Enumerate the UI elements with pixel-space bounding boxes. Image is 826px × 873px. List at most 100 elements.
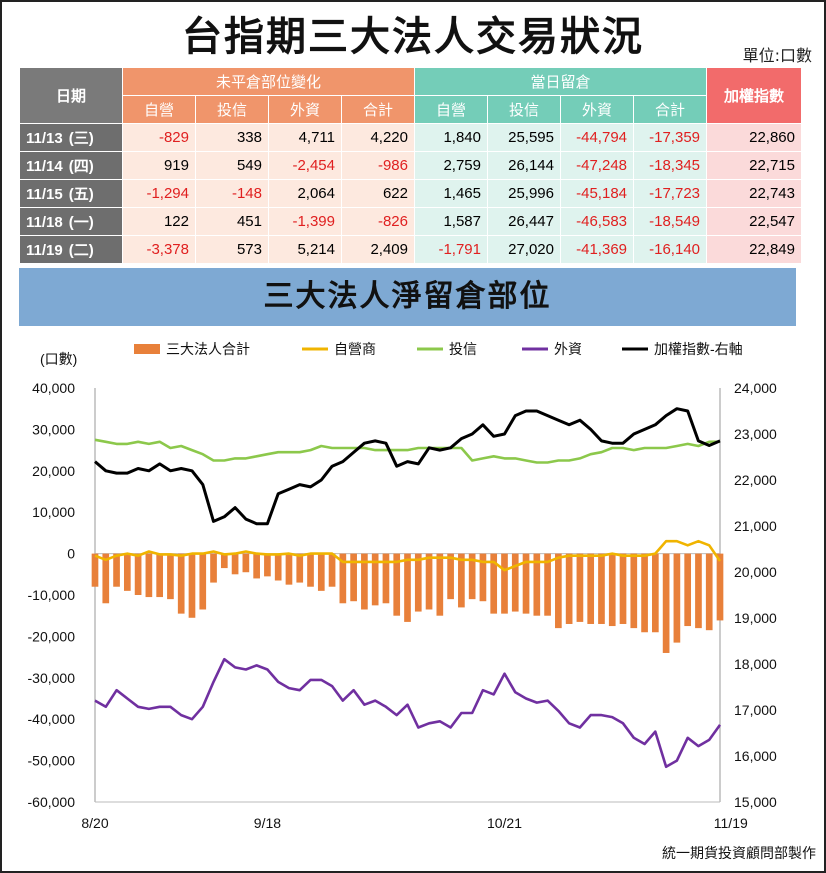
value-cell: 27,020 <box>487 235 561 264</box>
bar-total <box>565 553 573 624</box>
table-row: 11/19 (二) -3,378 573 5,214 2,409 -1,791 27,020-… <box>19 235 802 264</box>
y-tick-label: 30,000 <box>32 421 75 437</box>
value-cell: -45,184 <box>560 179 634 208</box>
value-cell: -16,140 <box>633 235 707 264</box>
y2-tick-label: 24,000 <box>734 380 777 396</box>
bar-total <box>317 553 325 591</box>
date-cell: 11/18 (一) <box>19 207 123 236</box>
value-cell: -18,549 <box>633 207 707 236</box>
y-tick-label: 10,000 <box>32 504 75 520</box>
y2-tick-label: 22,000 <box>734 472 777 488</box>
sub-header: 合計 <box>633 95 707 124</box>
x-tick-label: 8/20 <box>81 815 108 831</box>
y-tick-label: -20,000 <box>28 628 76 644</box>
bar-total <box>716 553 724 621</box>
bar-total <box>522 553 530 614</box>
value-cell: 1,840 <box>414 123 488 152</box>
value-cell: 622 <box>341 179 415 208</box>
value-cell: 25,996 <box>487 179 561 208</box>
bar-total <box>210 553 217 583</box>
value-cell: 1,587 <box>414 207 488 236</box>
date-value: 11/14 <box>26 158 63 175</box>
y-tick-label: 40,000 <box>32 380 75 396</box>
index-cell: 22,715 <box>706 151 802 180</box>
index-cell: 22,849 <box>706 235 802 264</box>
bar-total <box>447 553 454 600</box>
bar-total <box>695 553 702 629</box>
y-tick-label: -10,000 <box>28 587 76 603</box>
value-cell: -829 <box>122 123 196 152</box>
bar-total <box>167 553 174 600</box>
value-cell: 4,711 <box>268 123 342 152</box>
date-cell: 11/13 (三) <box>19 123 123 152</box>
bar-total <box>436 553 444 616</box>
bar-total <box>576 553 584 622</box>
value-cell: 573 <box>195 235 269 264</box>
table-row: 11/18 (一) 122 451 -1,399 -826 1,587 26,447 -46,5… <box>19 207 802 236</box>
value-cell: 919 <box>122 151 196 180</box>
bar-total <box>468 553 476 600</box>
date-value: 11/19 <box>26 242 63 259</box>
value-cell: 1,465 <box>414 179 488 208</box>
bar-total <box>242 553 250 573</box>
weekday-value: (四) <box>68 158 94 175</box>
value-cell: -18,345 <box>633 151 707 180</box>
bar-total <box>123 553 131 591</box>
value-cell: -1,791 <box>414 235 488 264</box>
y2-tick-label: 16,000 <box>734 748 777 764</box>
bar-total <box>156 553 163 598</box>
legend-label: 外資 <box>554 341 582 357</box>
value-cell: -2,454 <box>268 151 342 180</box>
sub-header: 合計 <box>341 95 415 124</box>
bar-total <box>425 553 433 610</box>
y-tick-label: -40,000 <box>28 711 76 727</box>
y-tick-label: 0 <box>67 546 75 562</box>
group-header-oi-change: 未平倉部位變化 <box>122 67 415 96</box>
line-trust <box>94 438 721 464</box>
y-axis-label: (口數) <box>40 351 77 367</box>
bar-total <box>134 553 142 595</box>
chart-banner: 三大法人淨留倉部位 <box>19 268 796 326</box>
table-row: 11/14 (四) 919 549 -2,454 -986 2,759 26,144 -47,2… <box>19 151 802 180</box>
bar-total <box>307 553 314 587</box>
bar-total <box>199 553 207 610</box>
sub-header: 外資 <box>560 95 634 124</box>
bar-total <box>490 553 498 614</box>
summary-table: 日期 未平倉部位變化 當日留倉 加權指數 自營 投信 外資 合計 自營 投信 外資 合計 11… <box>19 67 802 264</box>
y-tick-label: 20,000 <box>32 463 75 479</box>
bar-total <box>511 553 519 612</box>
value-cell: 4,220 <box>341 123 415 152</box>
value-cell: -826 <box>341 207 415 236</box>
line-dealer <box>94 539 722 572</box>
value-cell: 2,759 <box>414 151 488 180</box>
date-cell: 11/14 (四) <box>19 151 123 180</box>
index-cell: 22,743 <box>706 179 802 208</box>
y2-tick-label: 15,000 <box>734 794 777 810</box>
bar-total <box>220 553 228 569</box>
value-cell: -47,248 <box>560 151 634 180</box>
value-cell: -148 <box>195 179 269 208</box>
date-value: 11/15 <box>26 186 63 203</box>
index-cell: 22,860 <box>706 123 802 152</box>
page-title: 台指期三大法人交易狀況 <box>182 14 644 60</box>
value-cell: 26,447 <box>487 207 561 236</box>
bar-total <box>361 553 368 610</box>
y-tick-label: -60,000 <box>28 794 76 810</box>
bar-total <box>673 553 681 643</box>
value-cell: -3,378 <box>122 235 196 264</box>
bar-total <box>587 553 595 624</box>
bar-total <box>188 553 196 618</box>
bar-total <box>544 553 551 616</box>
bar-total <box>285 553 293 585</box>
bar-total <box>662 553 670 653</box>
value-cell: 338 <box>195 123 269 152</box>
bar-total <box>608 553 616 627</box>
bar-total <box>296 553 304 583</box>
index-header: 加權指數 <box>706 67 802 124</box>
bar-total <box>274 553 282 581</box>
bar-total <box>253 553 260 579</box>
legend-swatch <box>134 344 160 354</box>
sub-header: 投信 <box>487 95 561 124</box>
sub-header: 外資 <box>268 95 342 124</box>
x-tick-label: 10/21 <box>487 815 522 831</box>
